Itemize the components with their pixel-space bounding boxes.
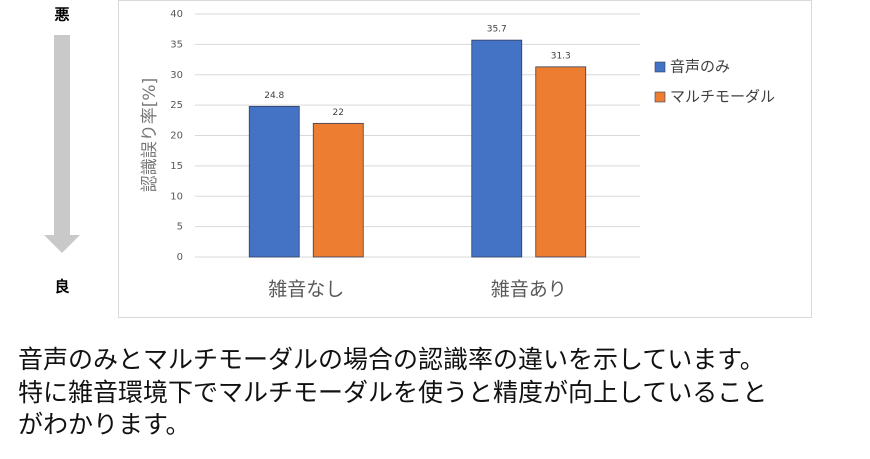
value-label: 22 [333, 108, 344, 118]
bar [248, 105, 300, 258]
arrow-head [44, 235, 80, 253]
x-tick-label: 雑音なし [268, 279, 344, 301]
y-tick-label: 25 [170, 100, 183, 111]
y-tick-label: 0 [177, 252, 183, 263]
y-tick-label: 40 [170, 9, 183, 20]
x-tick-label: 雑音あり [491, 279, 567, 301]
bar [535, 66, 587, 258]
y-tick-label: 5 [177, 222, 183, 233]
value-label: 24.8 [264, 91, 284, 101]
legend-label: マルチモーダル [670, 88, 775, 106]
y-tick-label: 30 [170, 70, 183, 81]
legend-label: 音声のみ [670, 58, 730, 76]
caption-line: 音声のみとマルチモーダルの場合の認識率の違いを示しています。 [18, 345, 765, 374]
bar [312, 122, 364, 258]
y-tick-label: 35 [170, 39, 183, 50]
y-tick-label: 20 [170, 131, 183, 142]
y-tick-label: 15 [170, 161, 183, 172]
bar [471, 39, 523, 258]
chart: 悪 良 認識誤り率[%] 0 5 10 15 20 25 30 35 40 雑音なし 24.8 22 雑… [44, 0, 812, 318]
chart-frame [118, 0, 812, 318]
scale-top: 悪 [54, 6, 69, 24]
caption-line: 特に雑音環境下でマルチモーダルを使うと精度が向上していること [18, 378, 768, 407]
y-tick-label: 10 [170, 191, 183, 202]
arrow-shaft [54, 35, 70, 235]
scale-bottom: 良 [54, 278, 69, 296]
y-axis-label: 認識誤り率[%] [140, 78, 160, 192]
value-label: 31.3 [551, 51, 571, 61]
legend-swatch [654, 61, 666, 73]
caption-line: がわかります。 [18, 410, 191, 439]
value-label: 35.7 [487, 25, 507, 35]
legend-swatch [654, 91, 666, 103]
